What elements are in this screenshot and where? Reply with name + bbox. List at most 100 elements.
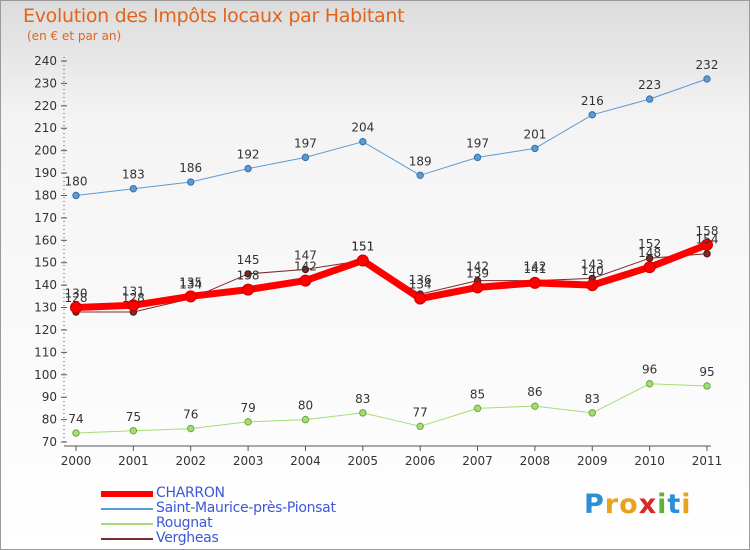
- data-label-rougnat: 80: [298, 399, 313, 413]
- y-tick-label: 200: [34, 144, 57, 158]
- data-point-rougnat: [359, 409, 367, 417]
- data-label-vergheas: 128: [65, 291, 88, 305]
- data-point-rougnat: [129, 427, 138, 435]
- x-tick-label: 2011: [692, 454, 723, 468]
- data-point-rougnat: [244, 418, 252, 426]
- data-label-saint-maurice: 180: [65, 174, 88, 188]
- data-point-charron: [127, 299, 140, 312]
- data-point-rougnat: [588, 409, 596, 417]
- data-label-saint-maurice: 192: [237, 148, 260, 162]
- x-tick-label: 2006: [405, 454, 436, 468]
- y-tick-label: 180: [34, 188, 57, 202]
- data-point-rougnat: [645, 380, 654, 388]
- data-label-rougnat: 95: [699, 365, 714, 379]
- legend-label-vergheas: Vergheas: [156, 530, 219, 546]
- legend-label-rougnat: Rougnat: [156, 515, 213, 531]
- x-tick-label: 2005: [348, 454, 379, 468]
- logo-letter: i: [681, 489, 692, 520]
- series-line-rougnat: [75, 383, 708, 434]
- data-point-rougnat: [416, 422, 424, 431]
- data-label-rougnat: 83: [355, 392, 370, 406]
- data-point-charron: [299, 274, 312, 287]
- data-point-saint-maurice: [416, 171, 424, 180]
- data-point-charron: [184, 290, 197, 303]
- legend-swatch-vergheas: [101, 538, 153, 540]
- legend-swatch-saint-maurice: [101, 508, 153, 510]
- y-tick-label: 70: [42, 435, 57, 449]
- data-label-vergheas: 154: [696, 233, 719, 247]
- logo-letter: P: [584, 489, 605, 520]
- logo-letter: r: [604, 489, 620, 520]
- logo-letter: x: [638, 489, 658, 520]
- data-point-vergheas: [301, 265, 310, 274]
- data-point-charron: [528, 276, 541, 289]
- data-point-rougnat: [72, 429, 80, 437]
- data-label-rougnat: 75: [126, 410, 141, 424]
- data-label-rougnat: 76: [183, 408, 198, 422]
- data-point-vergheas: [703, 250, 711, 258]
- data-label-saint-maurice: 197: [294, 136, 317, 150]
- x-tick-label: 2001: [118, 454, 149, 468]
- data-label-saint-maurice: 232: [696, 58, 719, 72]
- data-point-saint-maurice: [588, 111, 596, 119]
- chart-title: Evolution des Impôts locaux par Habitant: [23, 5, 405, 27]
- data-label-charron: 142: [294, 260, 317, 274]
- data-label-charron: 148: [638, 246, 661, 260]
- data-point-charron: [414, 292, 427, 305]
- data-label-rougnat: 86: [527, 385, 542, 399]
- data-label-vergheas: 147: [294, 248, 317, 262]
- x-tick-label: 2008: [520, 454, 551, 468]
- data-label-charron: 151: [351, 239, 374, 253]
- legend-label-saint-maurice: Saint-Maurice-près-Pionsat: [156, 500, 336, 516]
- data-point-saint-maurice: [531, 144, 539, 153]
- data-label-saint-maurice: 183: [122, 168, 145, 182]
- x-tick-label: 2002: [175, 454, 206, 468]
- legend-item-vergheas: Vergheas: [101, 530, 401, 546]
- data-point-charron: [471, 281, 484, 294]
- y-tick-label: 170: [34, 211, 57, 225]
- data-label-vergheas: 134: [179, 278, 202, 292]
- x-tick-label: 2003: [233, 454, 264, 468]
- y-tick-label: 90: [42, 390, 57, 404]
- data-label-charron: 141: [523, 262, 546, 276]
- data-point-saint-maurice: [187, 178, 195, 186]
- axes: 7080901001101201301401501601701801902002…: [34, 54, 722, 468]
- logo-letter: t: [667, 489, 682, 520]
- data-point-charron: [242, 283, 255, 296]
- data-point-saint-maurice: [703, 75, 711, 83]
- data-label-charron: 158: [696, 224, 719, 238]
- data-label-charron: 131: [122, 284, 145, 298]
- data-label-vergheas: 151: [351, 239, 374, 253]
- chart-subtitle: (en € et par an): [27, 29, 122, 43]
- y-tick-label: 140: [34, 278, 57, 292]
- data-label-rougnat: 83: [585, 392, 600, 406]
- x-tick-label: 2000: [61, 454, 92, 468]
- data-label-charron: 134: [409, 278, 432, 292]
- legend-item-saint-maurice: Saint-Maurice-près-Pionsat: [101, 500, 401, 516]
- data-labels: 180 183 186 192 197 204 189 197 201 216 223 232 74 75…: [65, 58, 719, 426]
- data-label-vergheas: 143: [581, 257, 604, 271]
- legend-item-rougnat: Rougnat: [101, 515, 401, 531]
- data-point-saint-maurice: [473, 153, 482, 162]
- data-point-charron: [586, 279, 599, 292]
- logo-letter: o: [619, 489, 639, 520]
- data-label-saint-maurice: 201: [523, 127, 546, 141]
- y-tick-label: 160: [34, 233, 57, 247]
- data-label-rougnat: 85: [470, 387, 485, 401]
- data-label-vergheas: 142: [523, 260, 546, 274]
- data-label-charron: 138: [237, 269, 260, 283]
- series-layer: [70, 75, 713, 437]
- data-point-rougnat: [531, 402, 539, 410]
- data-label-charron: 139: [466, 266, 489, 280]
- y-tick-label: 240: [34, 54, 57, 68]
- data-label-saint-maurice: 189: [409, 154, 432, 168]
- data-label-rougnat: 79: [240, 401, 255, 415]
- data-label-saint-maurice: 186: [179, 161, 202, 175]
- y-tick-label: 130: [34, 301, 57, 315]
- y-tick-label: 110: [34, 345, 57, 359]
- data-point-saint-maurice: [301, 153, 310, 162]
- series-line-saint-maurice: [75, 78, 708, 196]
- data-point-saint-maurice: [72, 191, 80, 200]
- data-point-rougnat: [473, 404, 482, 413]
